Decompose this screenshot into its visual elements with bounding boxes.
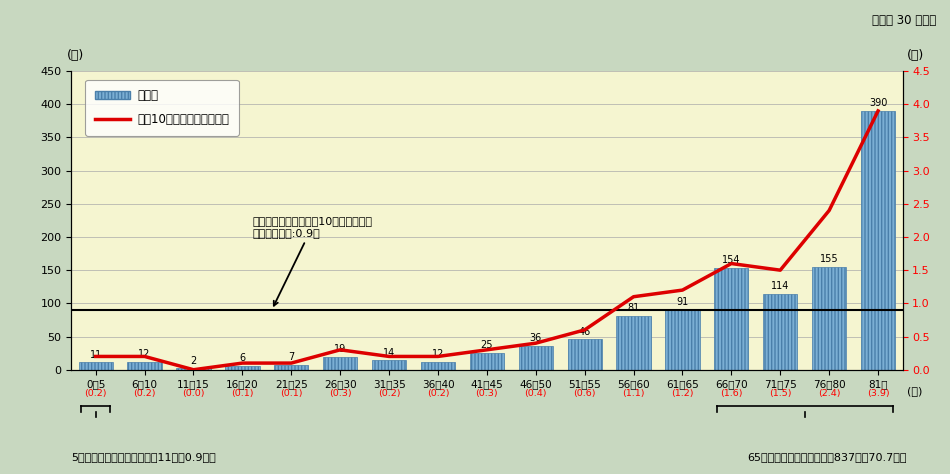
Bar <box>79 363 113 370</box>
Text: 390: 390 <box>869 98 887 108</box>
Legend: 死者数, 人口10万人当たりの死者数: 死者数, 人口10万人当たりの死者数 <box>86 80 238 136</box>
Text: 11: 11 <box>89 350 102 360</box>
Text: 6: 6 <box>239 353 245 363</box>
Text: (2.4): (2.4) <box>818 389 841 398</box>
Bar <box>225 366 259 370</box>
Bar <box>763 294 797 370</box>
Text: 81: 81 <box>627 303 639 313</box>
Bar <box>177 368 211 370</box>
Text: 2: 2 <box>190 356 197 366</box>
Text: 91: 91 <box>676 297 689 307</box>
Bar <box>861 111 895 370</box>
Text: (0.6): (0.6) <box>574 389 596 398</box>
Text: (人): (人) <box>67 49 85 62</box>
Text: 155: 155 <box>820 254 839 264</box>
Text: (人): (人) <box>906 49 924 62</box>
Text: 7: 7 <box>288 353 294 363</box>
Text: 154: 154 <box>722 255 741 265</box>
Text: 36: 36 <box>530 333 541 343</box>
Text: 65歳以上の高齢者の死者数837人（70.7％）: 65歳以上の高齢者の死者数837人（70.7％） <box>748 452 907 462</box>
Text: 全年齢層における人口10万人当たりの
死者数の平均:0.9人: 全年齢層における人口10万人当たりの 死者数の平均:0.9人 <box>252 216 372 306</box>
Bar <box>469 353 504 370</box>
Bar <box>323 357 357 370</box>
Text: (0.4): (0.4) <box>524 389 547 398</box>
Text: (歳): (歳) <box>906 386 922 396</box>
Bar <box>567 339 601 370</box>
Text: (0.2): (0.2) <box>133 389 156 398</box>
Bar <box>127 362 162 370</box>
Bar <box>372 360 407 370</box>
Text: (0.2): (0.2) <box>378 389 400 398</box>
Text: (1.1): (1.1) <box>622 389 645 398</box>
Text: (1.5): (1.5) <box>769 389 791 398</box>
Text: (0.1): (0.1) <box>280 389 302 398</box>
Bar <box>519 346 553 370</box>
Text: (0.2): (0.2) <box>85 389 107 398</box>
Text: 19: 19 <box>334 345 347 355</box>
Text: 5歳以下の乳幼児の死者数１11人（0.9％）: 5歳以下の乳幼児の死者数１11人（0.9％） <box>71 452 216 462</box>
Bar <box>714 267 749 370</box>
Bar <box>665 310 699 370</box>
Text: (3.9): (3.9) <box>866 389 889 398</box>
Text: 12: 12 <box>139 349 151 359</box>
Text: (0.0): (0.0) <box>182 389 205 398</box>
Bar <box>617 316 651 370</box>
Text: 12: 12 <box>432 349 445 359</box>
Text: 114: 114 <box>771 282 789 292</box>
Bar <box>421 362 455 370</box>
Text: (1.6): (1.6) <box>720 389 743 398</box>
Text: （平成 30 年中）: （平成 30 年中） <box>871 14 936 27</box>
Text: 25: 25 <box>481 340 493 350</box>
Bar <box>275 365 309 370</box>
Text: (0.1): (0.1) <box>231 389 254 398</box>
Text: (0.3): (0.3) <box>476 389 498 398</box>
Text: (0.2): (0.2) <box>427 389 449 398</box>
Text: 14: 14 <box>383 348 395 358</box>
Bar <box>812 267 846 370</box>
Text: (1.2): (1.2) <box>672 389 694 398</box>
Text: (0.3): (0.3) <box>329 389 352 398</box>
Text: 46: 46 <box>579 327 591 337</box>
